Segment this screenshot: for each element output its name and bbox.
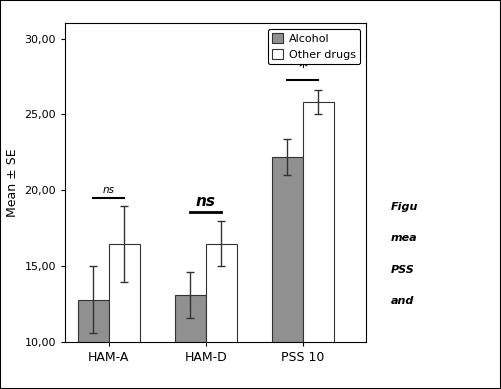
Text: ns: ns [103, 185, 115, 195]
Bar [272, 157, 303, 389]
Bar [109, 244, 140, 389]
Text: mea: mea [391, 233, 417, 244]
Y-axis label: Mean ± SE: Mean ± SE [6, 149, 19, 217]
Bar [175, 295, 206, 389]
Bar [303, 102, 334, 389]
Text: *: * [298, 58, 307, 77]
Text: Figu: Figu [391, 202, 418, 212]
Legend: Alcohol, Other drugs: Alcohol, Other drugs [268, 29, 360, 64]
Bar [78, 300, 109, 389]
Text: and: and [391, 296, 414, 306]
Bar [206, 244, 237, 389]
Text: ns: ns [196, 194, 216, 209]
Text: PSS: PSS [391, 265, 414, 275]
